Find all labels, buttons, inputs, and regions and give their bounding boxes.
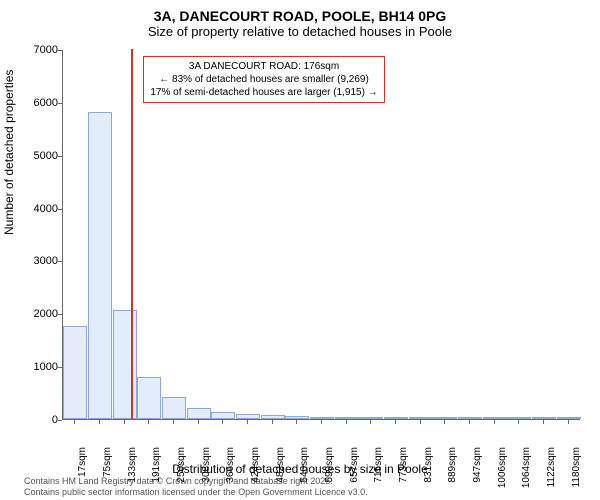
histogram-bar bbox=[458, 417, 482, 419]
y-tick-label: 4000 bbox=[28, 203, 58, 215]
histogram-bar bbox=[433, 417, 457, 419]
x-tick-label: 250sqm bbox=[176, 447, 187, 483]
y-tick-label: 1000 bbox=[28, 361, 58, 373]
x-tick-mark bbox=[173, 420, 174, 424]
x-tick-mark bbox=[370, 420, 371, 424]
x-tick-label: 133sqm bbox=[127, 447, 138, 483]
x-tick-mark bbox=[148, 420, 149, 424]
x-tick-label: 366sqm bbox=[225, 447, 236, 483]
y-axis-label: Number of detached properties bbox=[2, 70, 16, 235]
footer-line-2: Contains public sector information licen… bbox=[24, 487, 368, 498]
x-tick-label: 1006sqm bbox=[497, 447, 508, 488]
callout-line-2: ← 83% of detached houses are smaller (9,… bbox=[150, 73, 377, 86]
chart-plot-area: 3A DANECOURT ROAD: 176sqm← 83% of detach… bbox=[62, 50, 580, 420]
histogram-bar bbox=[236, 414, 260, 419]
x-tick-label: 947sqm bbox=[472, 447, 483, 483]
x-tick-mark bbox=[74, 420, 75, 424]
x-tick-mark bbox=[296, 420, 297, 424]
y-tick-mark bbox=[58, 103, 62, 104]
x-tick-mark bbox=[518, 420, 519, 424]
y-tick-mark bbox=[58, 156, 62, 157]
y-tick-mark bbox=[58, 261, 62, 262]
histogram-bar bbox=[187, 408, 211, 419]
histogram-bar bbox=[507, 417, 531, 419]
histogram-bar bbox=[162, 397, 186, 419]
chart-title-sub: Size of property relative to detached ho… bbox=[0, 24, 600, 39]
chart-title-block: 3A, DANECOURT ROAD, POOLE, BH14 0PG Size… bbox=[0, 0, 600, 39]
y-tick-label: 6000 bbox=[28, 97, 58, 109]
y-tick-label: 0 bbox=[28, 414, 58, 426]
x-tick-mark bbox=[346, 420, 347, 424]
x-tick-mark bbox=[494, 420, 495, 424]
callout-line-3: 17% of semi-detached houses are larger (… bbox=[150, 86, 377, 99]
property-callout: 3A DANECOURT ROAD: 176sqm← 83% of detach… bbox=[143, 56, 384, 103]
x-tick-mark bbox=[124, 420, 125, 424]
x-tick-label: 715sqm bbox=[373, 447, 384, 483]
footer-line-1: Contains HM Land Registry data © Crown c… bbox=[24, 476, 368, 487]
x-tick-mark bbox=[543, 420, 544, 424]
x-tick-label: 831sqm bbox=[423, 447, 434, 483]
property-marker-line bbox=[131, 49, 133, 419]
y-tick-label: 2000 bbox=[28, 308, 58, 320]
x-tick-label: 424sqm bbox=[250, 447, 261, 483]
x-tick-label: 75sqm bbox=[102, 447, 113, 477]
histogram-bar bbox=[483, 417, 507, 419]
x-tick-mark bbox=[420, 420, 421, 424]
histogram-bar bbox=[285, 416, 309, 419]
x-tick-mark bbox=[99, 420, 100, 424]
x-tick-mark bbox=[247, 420, 248, 424]
x-tick-mark bbox=[222, 420, 223, 424]
footer-attribution: Contains HM Land Registry data © Crown c… bbox=[24, 476, 368, 498]
histogram-bar bbox=[88, 112, 112, 419]
histogram-bar bbox=[310, 417, 334, 419]
y-tick-label: 5000 bbox=[28, 150, 58, 162]
callout-line-1: 3A DANECOURT ROAD: 176sqm bbox=[150, 60, 377, 73]
y-tick-mark bbox=[58, 367, 62, 368]
x-tick-label: 1122sqm bbox=[546, 447, 557, 487]
y-tick-mark bbox=[58, 50, 62, 51]
histogram-bar bbox=[384, 417, 408, 419]
x-tick-label: 540sqm bbox=[299, 447, 310, 483]
y-tick-label: 3000 bbox=[28, 255, 58, 267]
x-tick-label: 1180sqm bbox=[571, 447, 582, 487]
histogram-bar bbox=[557, 417, 581, 419]
x-tick-mark bbox=[321, 420, 322, 424]
x-tick-label: 889sqm bbox=[447, 447, 458, 483]
x-tick-mark bbox=[568, 420, 569, 424]
x-tick-label: 1064sqm bbox=[521, 447, 532, 488]
x-tick-mark bbox=[272, 420, 273, 424]
histogram-bar bbox=[63, 326, 87, 419]
histogram-bar bbox=[335, 417, 359, 419]
x-tick-label: 599sqm bbox=[324, 447, 335, 483]
histogram-bar bbox=[409, 417, 433, 419]
x-tick-label: 308sqm bbox=[201, 447, 212, 483]
y-tick-label: 7000 bbox=[28, 44, 58, 56]
x-tick-label: 657sqm bbox=[349, 447, 360, 483]
x-tick-mark bbox=[469, 420, 470, 424]
y-tick-mark bbox=[58, 420, 62, 421]
y-tick-mark bbox=[58, 209, 62, 210]
chart-title-main: 3A, DANECOURT ROAD, POOLE, BH14 0PG bbox=[0, 8, 600, 24]
x-tick-mark bbox=[395, 420, 396, 424]
x-tick-label: 773sqm bbox=[398, 447, 409, 483]
histogram-bar bbox=[137, 377, 161, 419]
x-tick-label: 17sqm bbox=[77, 447, 88, 477]
x-tick-mark bbox=[444, 420, 445, 424]
histogram-bar bbox=[261, 415, 285, 419]
x-tick-label: 191sqm bbox=[151, 447, 162, 483]
histogram-bar bbox=[359, 417, 383, 419]
x-tick-label: 482sqm bbox=[275, 447, 286, 483]
histogram-bar bbox=[211, 412, 235, 419]
histogram-bar bbox=[532, 417, 556, 419]
x-tick-mark bbox=[198, 420, 199, 424]
y-tick-mark bbox=[58, 314, 62, 315]
